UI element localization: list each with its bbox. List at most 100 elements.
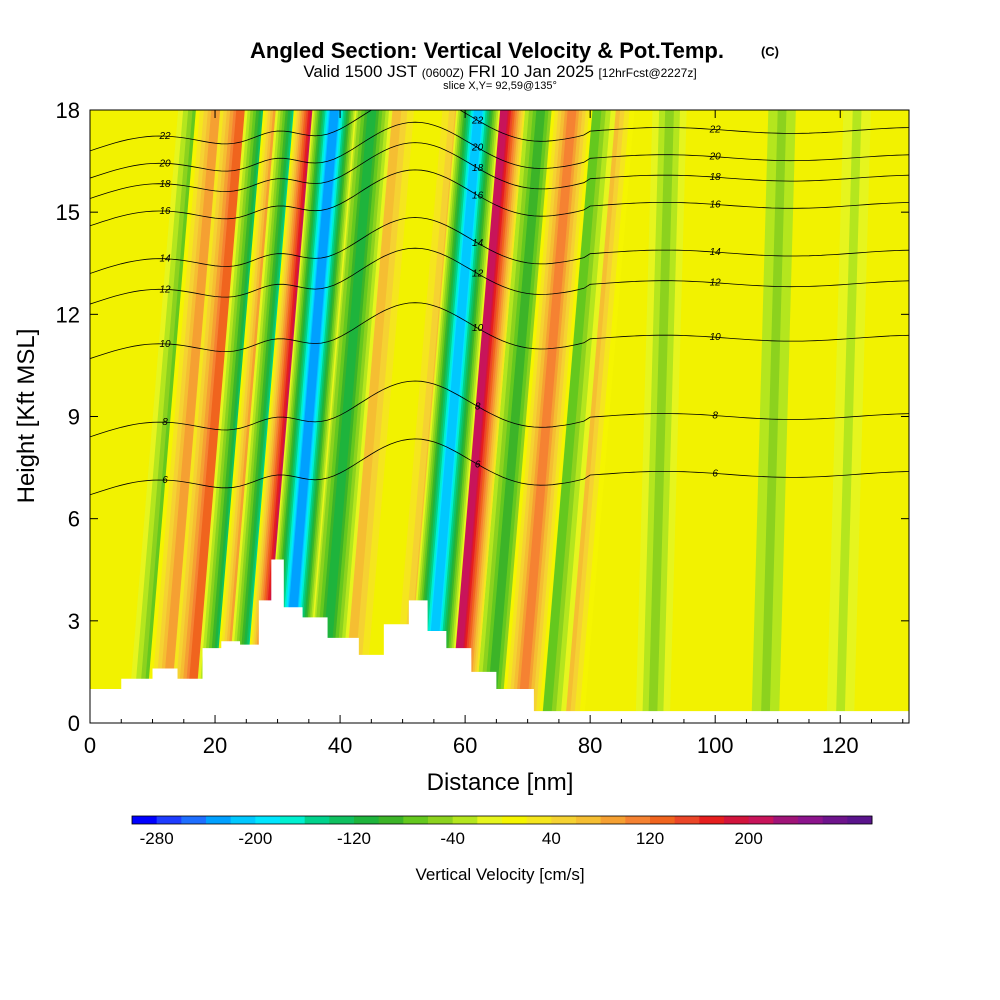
x-tick-label: 20 [203, 733, 227, 758]
colorbar-swatch [502, 816, 528, 824]
y-tick-label: 12 [56, 302, 80, 327]
velocity-band [316, 110, 377, 723]
vertical-velocity-field [127, 110, 871, 723]
colorbar-swatch [230, 816, 256, 824]
isentrope-10 [90, 302, 909, 359]
isentrope-label: 8 [162, 417, 168, 428]
pot-temp-contours: 6 6 6 8 8 8 10 10 10 12 12 12 14 14 14 16 16 16 18 18 18 20 20… [90, 110, 909, 496]
colorbar-swatch [452, 816, 478, 824]
colorbar-swatch [724, 816, 750, 824]
y-axis-label: Height [Kft MSL] [13, 329, 40, 504]
isentrope-label: 16 [472, 190, 484, 201]
velocity-band [160, 110, 221, 723]
isentrope-label: 12 [472, 269, 484, 280]
colorbar-swatch [329, 816, 355, 824]
colorbar-swatch [600, 816, 626, 824]
isentrope-label: 6 [162, 475, 168, 486]
copyright-mark: (C) [761, 44, 779, 59]
colorbar-swatch [304, 816, 330, 824]
velocity-band [542, 110, 602, 723]
isentrope-label: 16 [159, 206, 171, 217]
velocity-band [835, 110, 862, 723]
isentrope-16 [90, 169, 909, 227]
isentrope-label: 12 [159, 284, 171, 295]
axes: 0 20 40 60 80 100 120 0 3 6 9 12 15 18 [56, 98, 909, 758]
colorbar-swatch [650, 816, 676, 824]
chart-title: Angled Section: Vertical Velocity & Pot.… [250, 38, 724, 63]
colorbar-tick-label: -200 [238, 829, 272, 848]
chart-subtitle: Valid 1500 JST (0600Z) FRI 10 Jan 2025 [… [303, 62, 696, 81]
x-tick-label: 120 [822, 733, 859, 758]
velocity-band [185, 110, 246, 723]
isentrope-label: 14 [472, 238, 484, 249]
plot-area: 6 6 6 8 8 8 10 10 10 12 12 12 14 14 14 16 16 16 18 18 18 20 20… [90, 110, 909, 723]
colorbar-swatch [403, 816, 429, 824]
isentrope-12 [90, 247, 909, 305]
colorbar-tick-label: -40 [440, 829, 465, 848]
colorbar-swatch [847, 816, 873, 824]
velocity-band [517, 110, 577, 723]
isentrope-label: 14 [159, 254, 171, 265]
colorbar-swatch [206, 816, 232, 824]
velocity-band [279, 110, 339, 723]
y-tick-label: 9 [68, 405, 80, 430]
isentrope-label: 20 [471, 143, 484, 154]
colorbar-swatch [798, 816, 824, 824]
colorbar-swatch [477, 816, 503, 824]
colorbar-tick-label: -280 [140, 829, 174, 848]
isentrope-14 [90, 217, 909, 274]
y-tick-label: 15 [56, 200, 80, 225]
slice-label: slice X,Y= 92,59@135° [443, 80, 557, 92]
isentrope-label: 16 [710, 199, 722, 210]
isentrope-label: 22 [158, 131, 171, 142]
colorbar-swatch [156, 816, 182, 824]
colorbar-swatch [625, 816, 651, 824]
isentrope-6 [90, 438, 909, 496]
y-tick-label: 3 [68, 609, 80, 634]
colorbar-swatch [378, 816, 404, 824]
isentrope-label: 6 [712, 468, 718, 479]
colorbar-swatch [773, 816, 799, 824]
isentrope-label: 10 [710, 332, 722, 343]
y-tick-label: 18 [56, 98, 80, 123]
colorbar-tick-label: 200 [734, 829, 762, 848]
isentrope-label: 8 [475, 401, 481, 412]
x-axis-label: Distance [nm] [427, 769, 574, 796]
colorbar-tick-label: 120 [636, 829, 664, 848]
isentrope-label: 18 [710, 172, 722, 183]
isentrope-label: 10 [159, 339, 171, 350]
isentrope-label: 14 [710, 247, 722, 258]
colorbar-swatch [280, 816, 306, 824]
colorbar-swatch [674, 816, 700, 824]
x-tick-label: 100 [697, 733, 734, 758]
isentrope-label: 22 [471, 115, 484, 126]
isentrope-label: 8 [712, 411, 718, 422]
colorbar-swatch [428, 816, 454, 824]
velocity-band [760, 110, 787, 723]
colorbar-frame [131, 815, 873, 825]
colorbar-swatch [551, 816, 577, 824]
colorbar-swatch [255, 816, 281, 824]
y-tick-label: 0 [68, 711, 80, 736]
velocity-band [423, 110, 483, 723]
isentrope-label: 18 [472, 163, 484, 174]
colorbar-tick-label: -120 [337, 829, 371, 848]
isentrope-label: 6 [475, 459, 481, 470]
colorbar-swatch [526, 816, 552, 824]
velocity-band [448, 110, 508, 723]
isentrope-label: 12 [710, 278, 722, 289]
colorbar-swatch [748, 816, 774, 824]
isentrope-8 [90, 380, 909, 438]
colorbar-swatch [699, 816, 725, 824]
colorbar-tick-label: 40 [542, 829, 561, 848]
x-tick-label: 40 [328, 733, 352, 758]
colorbar: -280 -200 -120 -40 40 120 200 [131, 815, 873, 848]
colorbar-swatch [822, 816, 848, 824]
colorbar-swatch [576, 816, 602, 824]
colorbar-swatch [181, 816, 207, 824]
isentrope-22 [90, 110, 909, 152]
isentrope-18 [90, 142, 909, 199]
x-tick-label: 60 [453, 733, 477, 758]
colorbar-swatch [354, 816, 380, 824]
